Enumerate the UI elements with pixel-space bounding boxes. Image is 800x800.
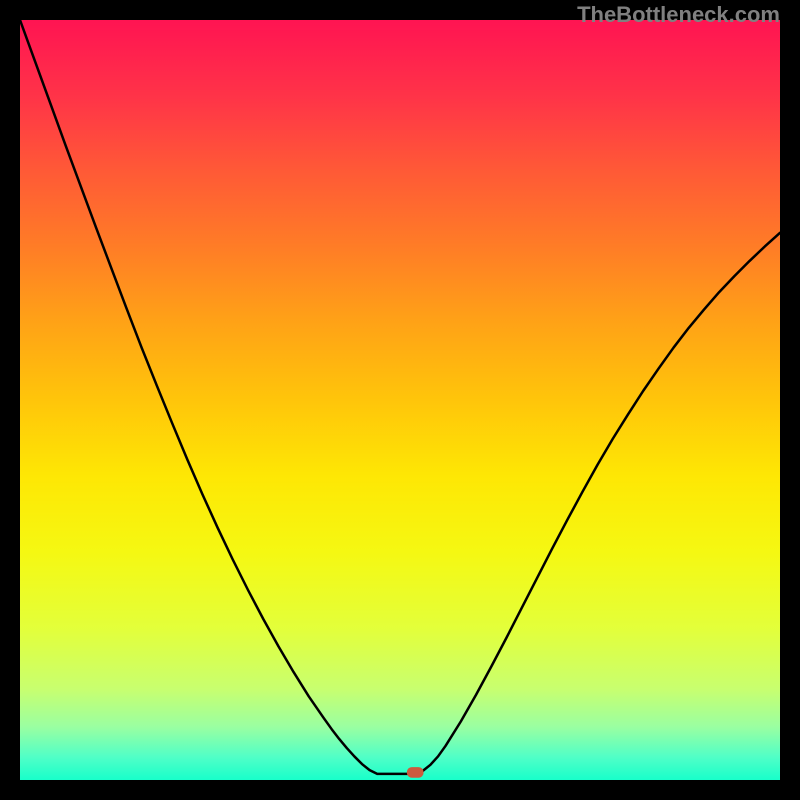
chart-container: TheBottleneck.com [0,0,800,800]
chart-svg [20,20,780,780]
watermark-text: TheBottleneck.com [577,2,780,28]
optimal-marker [407,767,424,778]
plot-area [20,20,780,780]
plot-background [20,20,780,780]
